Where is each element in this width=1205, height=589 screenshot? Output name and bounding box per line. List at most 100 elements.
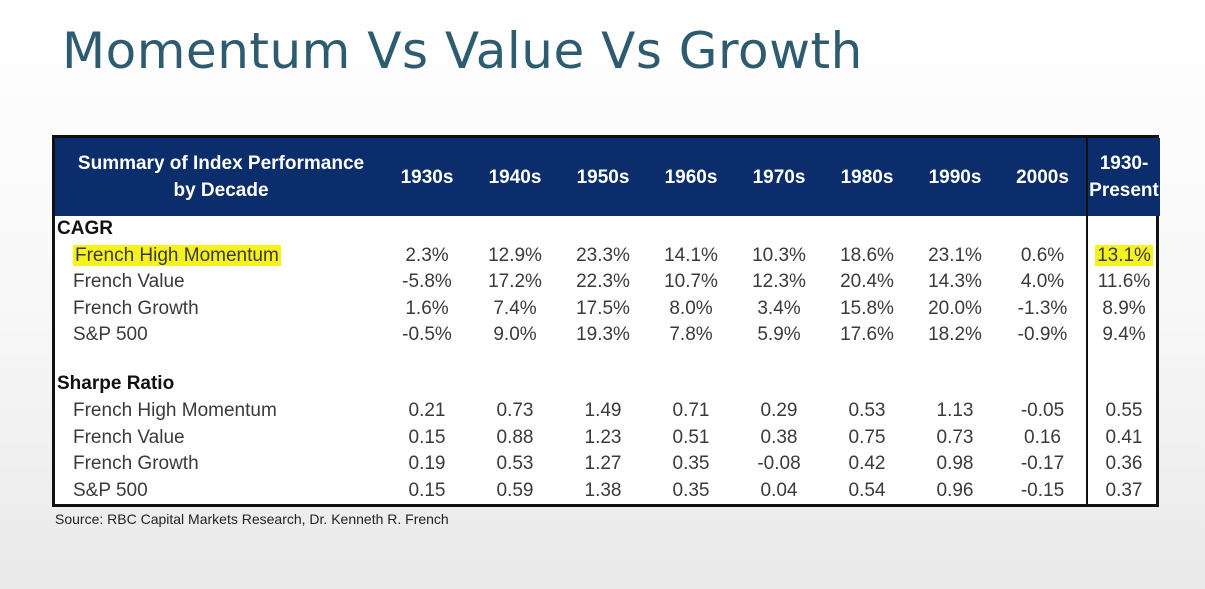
row-label-cell: French Growth bbox=[55, 296, 383, 323]
row-label-cell: French Value bbox=[55, 424, 383, 451]
table-header-row: Summary of Index Performance by Decade 1… bbox=[55, 138, 1160, 216]
table-cell: 0.04 bbox=[760, 479, 798, 501]
table-cell: 23.3% bbox=[576, 244, 630, 266]
table-cell: -0.05 bbox=[1020, 400, 1065, 421]
table-cell: 0.15 bbox=[408, 479, 446, 501]
header-decade: 1970s bbox=[752, 166, 806, 188]
present-cell: 13.1% bbox=[1086, 242, 1160, 270]
present-value: 9.4% bbox=[1102, 324, 1146, 346]
table-cell: 10.3% bbox=[752, 244, 806, 266]
table-cell: 0.71 bbox=[672, 400, 710, 421]
table-cell: -0.08 bbox=[757, 453, 801, 475]
table-cell: 0.19 bbox=[408, 453, 446, 475]
present-cell: 0.36 bbox=[1086, 450, 1160, 478]
present-value: 11.6% bbox=[1097, 271, 1151, 293]
empty-cell bbox=[911, 216, 999, 243]
header-summary-line1: Summary of Index Performance bbox=[77, 153, 365, 174]
table-cell: 12.3% bbox=[752, 271, 806, 293]
table-cell: 0.75 bbox=[848, 426, 886, 448]
table-cell: 0.51 bbox=[672, 426, 710, 448]
table-cell: 10.7% bbox=[664, 271, 718, 293]
empty-cell bbox=[823, 371, 911, 398]
empty-cell bbox=[471, 216, 559, 243]
section-label: CAGR bbox=[57, 218, 113, 240]
empty-cell bbox=[471, 371, 559, 398]
row-label: French High Momentum bbox=[73, 244, 281, 266]
table-cell: 0.53 bbox=[848, 400, 886, 421]
table-cell: 0.35 bbox=[672, 453, 710, 475]
present-cell: 8.9% bbox=[1086, 295, 1160, 323]
table-cell: 23.1% bbox=[928, 244, 982, 266]
empty-cell bbox=[647, 371, 735, 398]
empty-cell bbox=[383, 216, 471, 243]
spacer-cell bbox=[735, 349, 823, 371]
present-value: 0.55 bbox=[1105, 400, 1143, 421]
table-cell: -0.17 bbox=[1020, 453, 1065, 475]
source-note: Source: RBC Capital Markets Research, Dr… bbox=[55, 511, 449, 527]
empty-cell bbox=[1086, 371, 1160, 398]
table-cell: -5.8% bbox=[402, 271, 452, 293]
present-cell: 11.6% bbox=[1086, 269, 1160, 296]
table-cell: 1.27 bbox=[584, 453, 622, 475]
table-cell: 1.13 bbox=[936, 400, 974, 421]
present-value: 0.36 bbox=[1105, 453, 1143, 475]
table-cell: 9.0% bbox=[493, 324, 537, 346]
table-cell: 0.16 bbox=[1024, 426, 1061, 448]
row-label: S&P 500 bbox=[73, 479, 148, 501]
table-cell: 18.6% bbox=[840, 244, 894, 266]
header-decade: 1950s bbox=[576, 166, 630, 188]
spacer-cell bbox=[911, 349, 999, 371]
table-cell: 0.15 bbox=[408, 426, 446, 448]
table-cell: -0.5% bbox=[402, 324, 452, 346]
header-summary-label: Summary of Index Performance by Decade bbox=[55, 138, 383, 216]
table-row: French High Momentum 2.3% 12.9% 23.3% 14.1% 1… bbox=[55, 242, 1160, 270]
table-cell: 1.49 bbox=[584, 400, 622, 421]
table-cell: 20.4% bbox=[840, 271, 894, 293]
row-label: French High Momentum bbox=[73, 400, 277, 421]
table-body: CAGR French High Momentum 2.3% 12.9% 23.3% 14… bbox=[55, 216, 1160, 504]
table-cell: 3.4% bbox=[757, 297, 801, 319]
row-label-cell: French Growth bbox=[55, 451, 383, 478]
table-cell: 7.8% bbox=[669, 324, 713, 346]
table-cell: 1.38 bbox=[584, 479, 622, 501]
present-cell: 0.41 bbox=[1086, 424, 1160, 451]
table-cell: 1.6% bbox=[405, 297, 449, 319]
present-value: 0.37 bbox=[1105, 479, 1143, 501]
table-cell: 0.38 bbox=[760, 426, 798, 448]
spacer-cell bbox=[999, 349, 1087, 371]
table-cell: 0.29 bbox=[760, 400, 798, 421]
row-label-cell: S&P 500 bbox=[55, 477, 383, 504]
table-cell: 0.54 bbox=[848, 479, 886, 501]
row-label: French Value bbox=[73, 426, 185, 448]
page-title: Momentum Vs Value Vs Growth bbox=[62, 22, 863, 80]
row-label-cell: French High Momentum bbox=[55, 243, 383, 270]
spacer-cell bbox=[823, 349, 911, 371]
table-cell: 0.42 bbox=[848, 453, 886, 475]
header-present-line2: Present bbox=[1089, 180, 1159, 201]
spacer-cell bbox=[559, 349, 647, 371]
table-cell: 0.53 bbox=[496, 453, 534, 475]
table-cell: 15.8% bbox=[840, 297, 894, 319]
table-cell: 17.2% bbox=[488, 271, 542, 293]
table-cell: 0.6% bbox=[1020, 244, 1065, 266]
present-value: 13.1% bbox=[1095, 244, 1153, 266]
present-cell: 0.55 bbox=[1086, 397, 1160, 425]
header-decade: 1980s bbox=[840, 166, 894, 188]
table-cell: 0.98 bbox=[936, 453, 974, 475]
empty-cell bbox=[383, 371, 471, 398]
table-row: S&P 500 -0.5% 9.0% 19.3% 7.8% 5.9% 17.6% 18.2% -… bbox=[55, 322, 1160, 349]
row-label: S&P 500 bbox=[73, 324, 148, 346]
table-cell: 14.1% bbox=[664, 244, 718, 266]
table-cell: 8.0% bbox=[669, 297, 713, 319]
empty-cell bbox=[1086, 216, 1160, 243]
row-label-cell: French High Momentum bbox=[55, 398, 383, 425]
table-cell: 17.6% bbox=[840, 324, 894, 346]
spacer-cell bbox=[1086, 348, 1160, 372]
table-cell: 12.9% bbox=[488, 244, 542, 266]
table-cell: 20.0% bbox=[928, 297, 982, 319]
present-value: 8.9% bbox=[1102, 297, 1146, 319]
table-row: French Growth 1.6% 7.4% 17.5% 8.0% 3.4% 15.8% 2… bbox=[55, 295, 1160, 323]
table-cell: 19.3% bbox=[576, 324, 630, 346]
table-cell: 7.4% bbox=[493, 297, 537, 319]
table-cell: 0.59 bbox=[496, 479, 534, 501]
